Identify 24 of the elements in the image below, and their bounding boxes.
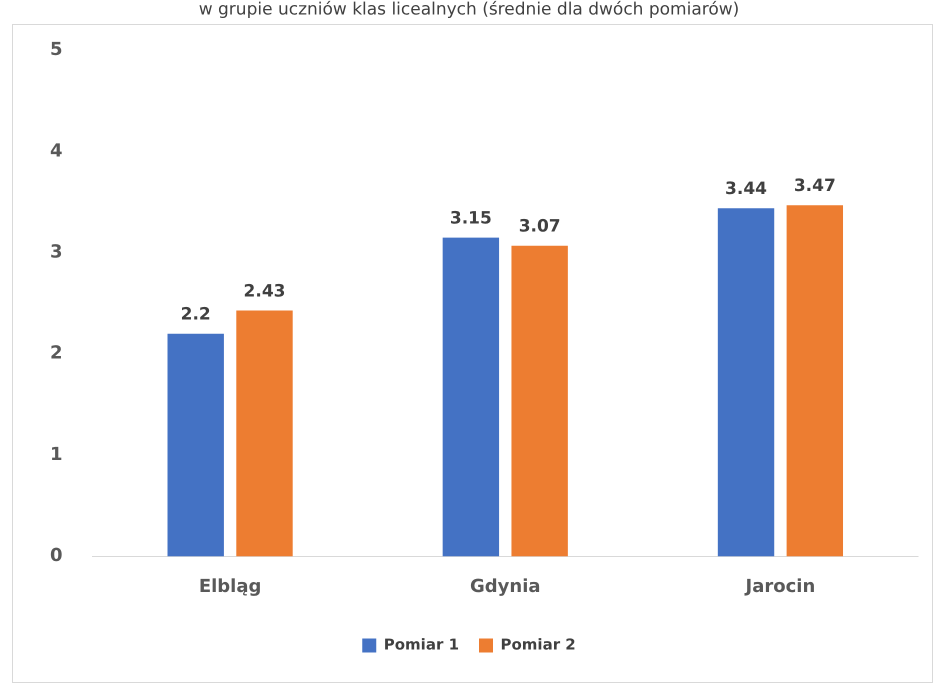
y-tick-label: 2 [50, 342, 63, 364]
data-label: 2.43 [244, 281, 286, 302]
bar [511, 246, 568, 556]
bar [442, 238, 500, 556]
bar [786, 205, 844, 556]
data-label: 3.47 [794, 176, 836, 196]
legend-label: Pomiar 2 [500, 635, 576, 654]
y-tick-label: 3 [50, 241, 63, 262]
data-label: 3.07 [518, 216, 561, 237]
x-tick-label: Elbląg [198, 576, 262, 597]
bar [168, 334, 224, 556]
legend-label: Pomiar 1 [384, 635, 459, 654]
x-tick-label: Gdynia [470, 576, 541, 597]
y-tick-label: 4 [50, 140, 63, 162]
data-label: 2.2 [180, 304, 211, 325]
y-tick-label: 1 [50, 444, 63, 465]
bar [718, 208, 774, 556]
y-tick-label: 0 [50, 545, 63, 566]
x-tick-label: Jarocin [744, 576, 816, 597]
data-label: 3.44 [725, 179, 768, 200]
bar [236, 310, 293, 556]
data-label: 3.15 [450, 208, 492, 229]
chart-title: w grupie uczniów klas licealnych (średnie dla dwóch pomiarów) [198, 0, 740, 20]
y-tick-label: 5 [50, 39, 63, 60]
